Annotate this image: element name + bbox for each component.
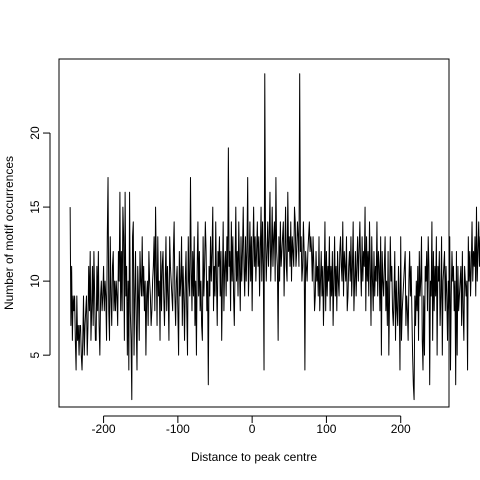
y-tick-label: 5 bbox=[28, 352, 42, 359]
x-tick-label: -200 bbox=[92, 422, 116, 436]
y-tick-label: 20 bbox=[28, 126, 42, 140]
y-axis-title: Number of motif occurrences bbox=[2, 156, 16, 310]
y-tick-label: 15 bbox=[28, 200, 42, 214]
plot-frame bbox=[58, 58, 450, 408]
series-layer bbox=[69, 73, 480, 401]
x-axis: -200 -100 0 100 200 bbox=[92, 415, 411, 436]
y-tick-label: 10 bbox=[28, 274, 42, 288]
y-axis: 5 10 15 20 bbox=[28, 126, 51, 359]
series-line-0 bbox=[69, 73, 480, 401]
x-axis-title: Distance to peak centre bbox=[191, 450, 317, 464]
x-tick-label: -100 bbox=[166, 422, 190, 436]
x-tick-label: 200 bbox=[391, 422, 411, 436]
x-tick-label: 100 bbox=[316, 422, 336, 436]
x-tick-label: 0 bbox=[249, 422, 256, 436]
